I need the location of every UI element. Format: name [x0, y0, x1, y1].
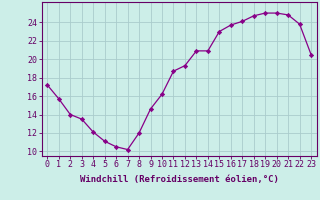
- X-axis label: Windchill (Refroidissement éolien,°C): Windchill (Refroidissement éolien,°C): [80, 175, 279, 184]
